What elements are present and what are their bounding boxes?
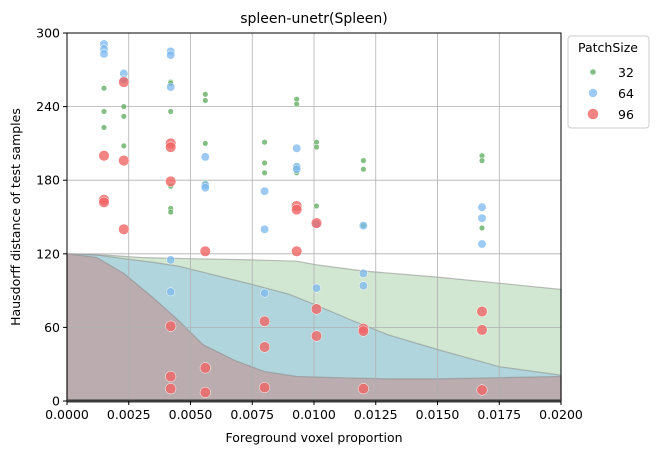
point-64-13 xyxy=(260,186,270,196)
point-96-15 xyxy=(259,315,271,327)
point-96-7 xyxy=(165,141,177,153)
point-64-6 xyxy=(166,50,176,60)
point-96-9 xyxy=(165,320,177,332)
point-96-0 xyxy=(98,150,110,162)
point-64-10 xyxy=(200,152,210,162)
point-96-27 xyxy=(476,305,488,318)
point-32-2 xyxy=(100,124,108,131)
point-32-27 xyxy=(360,157,367,164)
point-96-8 xyxy=(165,175,177,187)
x-tick-label-3: 0.0075 xyxy=(230,407,274,422)
point-96-14 xyxy=(199,386,211,398)
point-32-28 xyxy=(360,166,367,173)
point-96-28 xyxy=(476,324,488,336)
point-96-11 xyxy=(165,383,177,395)
point-32-32 xyxy=(478,224,486,232)
x-tick-label-8: 0.0200 xyxy=(539,407,583,422)
legend: PatchSize 32 64 96 xyxy=(567,35,650,129)
point-64-16 xyxy=(292,143,302,153)
point-96-3 xyxy=(118,76,130,88)
point-96-26 xyxy=(357,383,369,395)
point-64-24 xyxy=(477,202,487,212)
x-axis-label: Foreground voxel proportion xyxy=(225,430,402,445)
point-32-14 xyxy=(202,97,209,104)
x-tick-label-0: 0.0000 xyxy=(45,407,89,422)
point-96-16 xyxy=(259,341,271,353)
point-96-19 xyxy=(291,204,303,216)
point-32-12 xyxy=(167,209,174,216)
point-32-26 xyxy=(313,202,320,210)
point-96-5 xyxy=(118,223,130,235)
point-64-25 xyxy=(477,213,487,223)
legend-marker-64 xyxy=(588,88,598,98)
point-32-31 xyxy=(478,157,486,164)
y-tick-label-5: 300 xyxy=(36,26,60,41)
point-64-15 xyxy=(260,288,270,298)
point-96-17 xyxy=(259,381,271,394)
point-64-9 xyxy=(166,287,176,297)
x-tick-label-4: 0.0100 xyxy=(292,407,336,422)
x-tick-label-5: 0.0125 xyxy=(354,407,398,422)
point-32-15 xyxy=(202,140,209,147)
point-96-21 xyxy=(310,217,323,229)
chart-title: spleen-unetr(Spleen) xyxy=(240,11,388,27)
point-32-17 xyxy=(261,139,268,146)
point-96-23 xyxy=(310,330,323,342)
data-points xyxy=(98,39,488,398)
x-tick-label-2: 0.0050 xyxy=(169,407,213,422)
point-32-0 xyxy=(100,85,108,92)
y-tick-label-0: 0 xyxy=(52,394,60,409)
point-32-18 xyxy=(261,159,268,167)
point-96-10 xyxy=(165,370,177,383)
point-32-5 xyxy=(120,113,127,120)
y-axis-ticks: 0 60 120 180 240 300 xyxy=(36,26,67,409)
point-64-20 xyxy=(312,283,321,293)
point-32-4 xyxy=(120,103,127,110)
point-64-8 xyxy=(166,255,176,265)
point-32-1 xyxy=(100,108,108,115)
point-64-2 xyxy=(99,49,109,59)
point-64-22 xyxy=(358,268,368,278)
x-tick-label-1: 0.0025 xyxy=(107,407,151,422)
point-64-26 xyxy=(477,239,487,249)
legend-box xyxy=(567,35,650,129)
legend-label-96: 96 xyxy=(618,107,634,122)
x-tick-label-6: 0.0150 xyxy=(416,407,460,422)
x-tick-label-7: 0.0175 xyxy=(477,407,521,422)
y-tick-label-2: 120 xyxy=(36,246,60,261)
legend-title: PatchSize xyxy=(578,40,638,55)
y-tick-label-1: 60 xyxy=(44,320,60,335)
point-64-21 xyxy=(358,221,368,231)
point-64-14 xyxy=(260,224,270,234)
point-64-7 xyxy=(166,82,176,92)
point-96-12 xyxy=(199,245,211,257)
point-32-6 xyxy=(120,142,127,149)
point-32-21 xyxy=(293,101,300,108)
point-96-25 xyxy=(357,325,369,337)
point-64-12 xyxy=(200,183,210,193)
point-64-18 xyxy=(292,164,302,174)
y-axis-label: Hausdorff distance of test samples xyxy=(8,108,23,326)
point-32-19 xyxy=(261,169,268,176)
legend-marker-96 xyxy=(587,108,599,120)
point-96-13 xyxy=(199,362,211,374)
x-axis-ticks: 0.0000 0.0025 0.0050 0.0075 0.0100 0.0125 0.01… xyxy=(45,401,583,422)
y-tick-label-4: 240 xyxy=(36,99,60,114)
point-96-20 xyxy=(291,245,303,257)
legend-label-32: 32 xyxy=(618,65,634,80)
legend-marker-32 xyxy=(590,69,596,75)
y-tick-label-3: 180 xyxy=(36,173,60,188)
point-32-13 xyxy=(202,91,209,98)
point-96-2 xyxy=(98,196,110,208)
point-32-9 xyxy=(167,108,174,115)
point-96-4 xyxy=(118,155,130,167)
legend-label-64: 64 xyxy=(618,86,634,101)
point-96-22 xyxy=(310,303,323,315)
point-64-23 xyxy=(358,281,368,291)
point-96-29 xyxy=(476,384,488,396)
point-32-25 xyxy=(313,144,320,151)
